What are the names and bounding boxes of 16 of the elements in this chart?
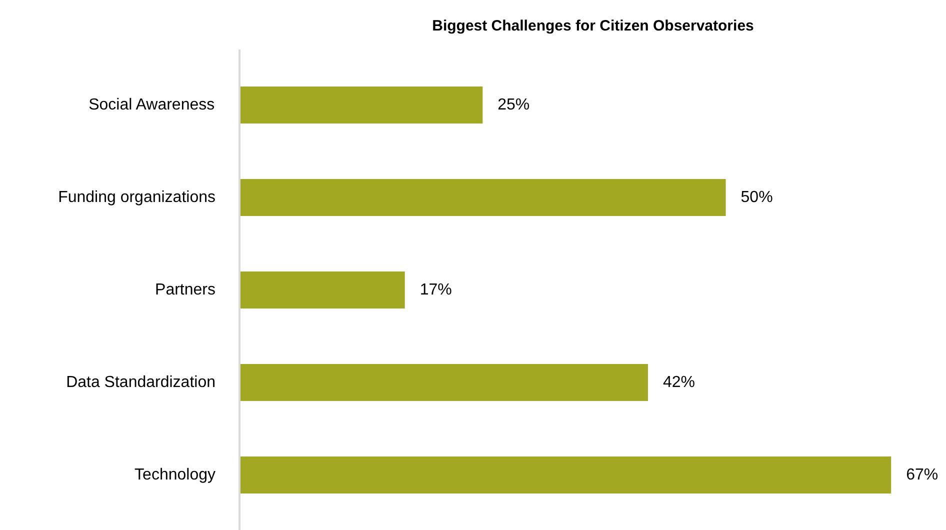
- y-tick-label: Technology: [134, 466, 216, 484]
- data-label: 42%: [662, 374, 696, 391]
- bar: [240, 364, 648, 401]
- data-label: 17%: [420, 282, 452, 298]
- data-label: 50%: [740, 189, 773, 206]
- chart-title: Biggest Challenges for Citizen Observatories: [432, 18, 754, 34]
- y-tick-label: Social Awareness: [88, 96, 215, 114]
- y-tick-label: Partners: [155, 282, 216, 298]
- bar: [240, 272, 405, 308]
- y-tick-label: Data Standardization: [66, 374, 216, 391]
- bar: [240, 179, 726, 216]
- data-label: 67%: [906, 466, 938, 484]
- data-label: 25%: [498, 96, 530, 114]
- y-tick-label: Funding organizations: [58, 189, 216, 206]
- bar: [240, 86, 483, 124]
- bar: [240, 456, 892, 494]
